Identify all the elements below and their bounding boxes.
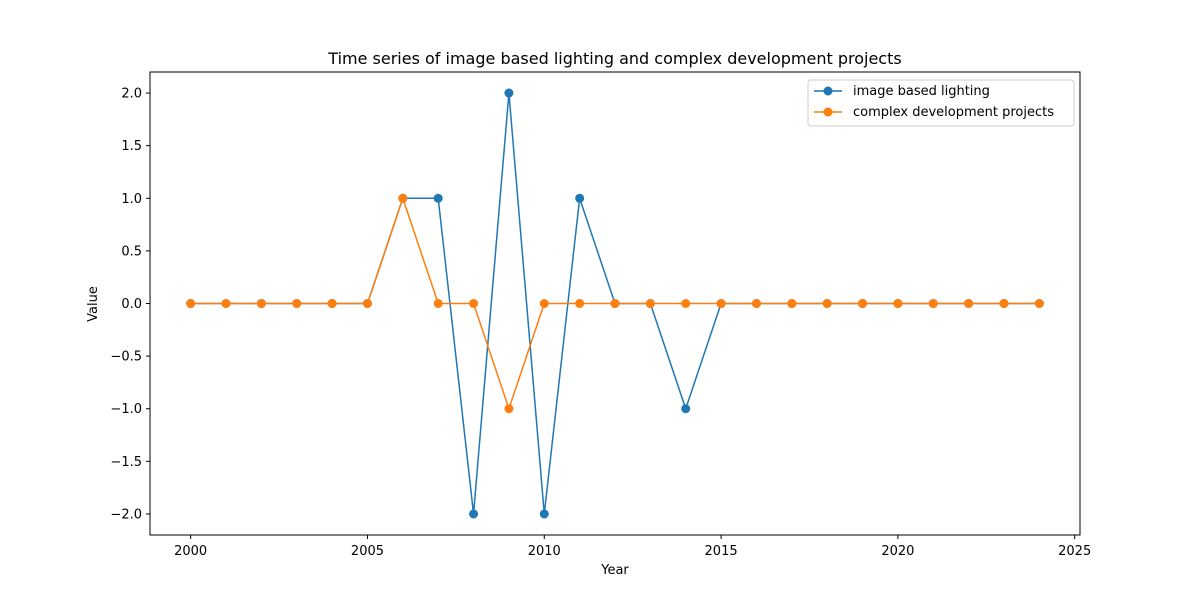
x-tick-label: 2000: [174, 544, 207, 559]
y-tick-label: 1.5: [121, 139, 142, 154]
data-point-image-based-lighting: [575, 193, 585, 203]
y-tick-label: −1.5: [110, 455, 142, 470]
data-point-complex-development-projects: [362, 299, 372, 308]
data-point-complex-development-projects: [858, 299, 868, 308]
legend-marker-complex-development-projects: [823, 107, 833, 117]
data-point-complex-development-projects: [681, 299, 691, 308]
x-tick-label: 2025: [1058, 544, 1091, 559]
data-point-image-based-lighting: [469, 509, 479, 519]
data-point-complex-development-projects: [575, 299, 585, 308]
data-point-complex-development-projects: [398, 193, 408, 203]
x-axis: 2000 2005 2010 2015 2020 2025: [174, 535, 1091, 559]
x-tick-label: 2010: [528, 544, 561, 559]
data-point-complex-development-projects: [256, 299, 266, 308]
legend-marker-image-based-lighting: [823, 86, 833, 96]
data-point-complex-development-projects: [999, 299, 1009, 308]
data-point-complex-development-projects: [186, 299, 196, 308]
data-point-complex-development-projects: [893, 299, 903, 308]
y-tick-label: −1.0: [110, 402, 142, 417]
y-tick-label: 2.0: [121, 87, 142, 102]
data-point-complex-development-projects: [822, 299, 832, 308]
data-point-complex-development-projects: [292, 299, 302, 308]
data-point-complex-development-projects: [469, 299, 479, 308]
data-point-complex-development-projects: [645, 299, 655, 308]
data-point-complex-development-projects: [327, 299, 337, 308]
legend-label-image-based-lighting: image based lighting: [853, 84, 990, 99]
x-tick-label: 2020: [881, 544, 914, 559]
data-point-complex-development-projects: [928, 299, 938, 308]
y-axis: −2.0 −1.5 −1.0 −0.5 0.0 0.5 1.0 1.5 2.0: [110, 87, 150, 522]
data-point-complex-development-projects: [504, 404, 514, 414]
legend-label-complex-development-projects: complex development projects: [853, 105, 1054, 120]
data-point-complex-development-projects: [539, 299, 549, 308]
x-tick-label: 2005: [351, 544, 384, 559]
legend-box: [807, 79, 1075, 127]
x-tick-label: 2015: [705, 544, 738, 559]
y-tick-label: −2.0: [110, 507, 142, 522]
chart-title: Time series of image based lighting and …: [327, 49, 901, 68]
data-point-complex-development-projects: [751, 299, 761, 308]
data-point-image-based-lighting: [681, 404, 691, 414]
data-point-image-based-lighting: [504, 88, 514, 98]
data-point-complex-development-projects: [433, 299, 443, 308]
y-axis-label: Value: [86, 286, 101, 322]
data-point-complex-development-projects: [716, 299, 726, 308]
data-point-image-based-lighting: [433, 193, 443, 203]
y-tick-label: −0.5: [110, 350, 142, 365]
data-point-complex-development-projects: [610, 299, 620, 308]
series-layer: [186, 88, 1044, 519]
legend: image based lighting complex development…: [807, 79, 1075, 127]
data-point-image-based-lighting: [539, 509, 549, 519]
data-point-complex-development-projects: [221, 299, 231, 308]
y-tick-label: 0.5: [121, 244, 142, 259]
data-point-complex-development-projects: [1034, 299, 1044, 308]
data-point-complex-development-projects: [787, 299, 797, 308]
y-tick-label: 1.0: [121, 192, 142, 207]
data-point-complex-development-projects: [964, 299, 974, 308]
y-tick-label: 0.0: [121, 297, 142, 312]
x-axis-label: Year: [600, 563, 629, 578]
